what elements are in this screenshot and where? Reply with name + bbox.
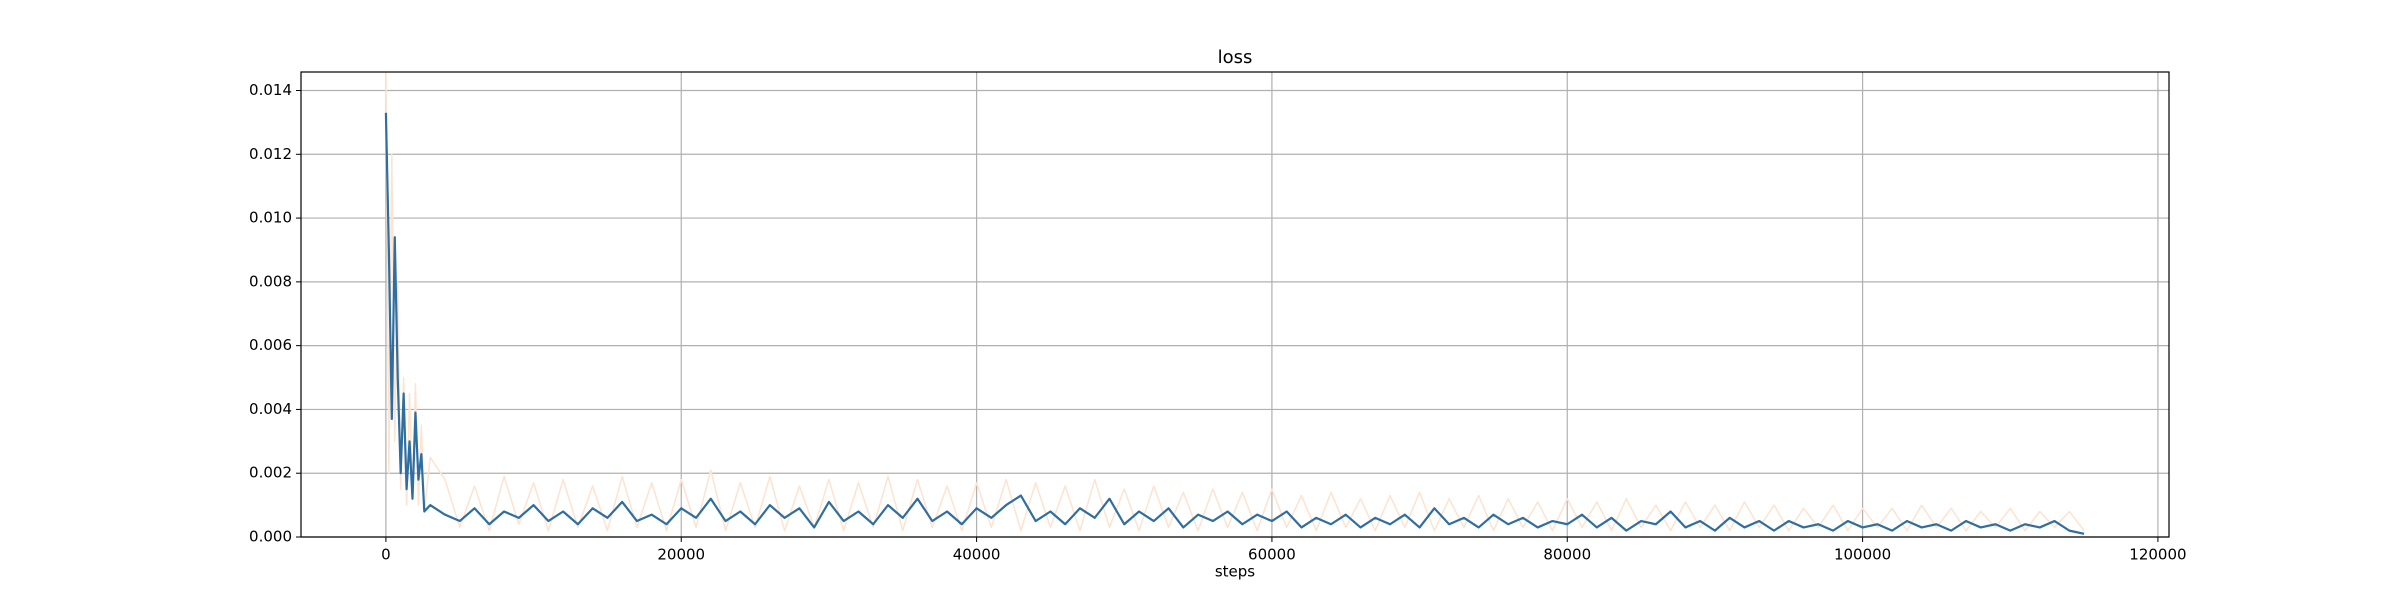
x-tick-label: 0 [381, 546, 391, 564]
x-tick-label: 20000 [657, 546, 705, 564]
y-tick-label: 0.012 [249, 145, 292, 163]
y-tick-label: 0.010 [249, 209, 292, 227]
x-tick-label: 100000 [1834, 546, 1891, 564]
x-axis-label: steps [1215, 563, 1255, 581]
plot-frame [300, 71, 2170, 538]
y-tick-label: 0.000 [249, 528, 292, 546]
chart-title: loss [1218, 47, 1253, 68]
x-tick-label: 80000 [1543, 546, 1591, 564]
y-tick-label: 0.008 [249, 272, 292, 290]
line-series [384, 112, 2085, 535]
x-tick-label: 40000 [953, 546, 1001, 564]
y-tick-label: 0.002 [249, 464, 292, 482]
y-tick-label: 0.006 [249, 336, 292, 354]
y-tick-label: 0.014 [249, 81, 292, 99]
x-tick-label: 60000 [1248, 546, 1296, 564]
line-series [385, 72, 2085, 532]
y-tick-label: 0.004 [249, 400, 292, 418]
x-tick-label: 120000 [2129, 546, 2186, 564]
